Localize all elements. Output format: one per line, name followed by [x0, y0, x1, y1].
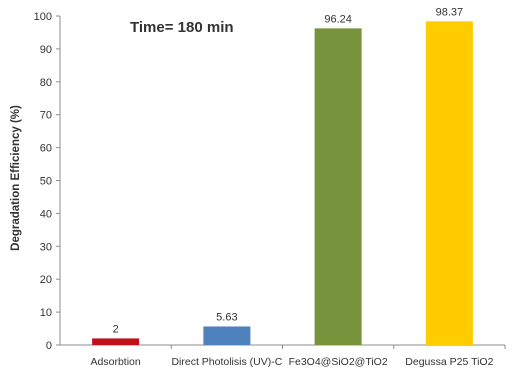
- category-label: Direct Photolisis (UV)-C: [171, 356, 282, 368]
- bar: [314, 28, 362, 346]
- y-axis-title: Degradation Efficiency (%): [10, 105, 22, 251]
- bar: [203, 326, 251, 345]
- y-tick-label: 10: [40, 307, 52, 319]
- bar: [425, 21, 473, 345]
- bar-value-label: 96.24: [324, 13, 352, 25]
- bar-value-label: 2: [113, 323, 119, 335]
- category-labels: Adsorbtion Direct Photolisis (UV)-C Fe3O4@…: [91, 345, 506, 368]
- category-label: Adsorbtion: [91, 356, 141, 368]
- bar: [92, 338, 140, 345]
- category-label: Fe3O4@SiO2@TiO2: [289, 356, 388, 368]
- data-labels: 2 5.63 96.24 98.37: [113, 6, 464, 335]
- y-tick-label: 20: [40, 274, 52, 286]
- y-tick-label: 60: [40, 143, 52, 155]
- y-tick-label: 80: [40, 77, 52, 89]
- bar-value-label: 98.37: [436, 6, 464, 18]
- y-axis-ticks: 0 10 20 30 40 50 60 70 80 90 100: [34, 11, 60, 352]
- y-tick-label: 40: [40, 208, 52, 220]
- bar-value-label: 5.63: [216, 311, 237, 323]
- time-annotation: Time= 180 min: [130, 19, 234, 36]
- category-label: Degussa P25 TiO2: [405, 356, 493, 368]
- y-tick-label: 100: [34, 11, 52, 23]
- y-tick-label: 50: [40, 176, 52, 188]
- y-tick-label: 90: [40, 44, 52, 56]
- chart-bars: [92, 21, 473, 346]
- y-tick-label: 0: [46, 340, 52, 352]
- y-tick-label: 30: [40, 241, 52, 253]
- y-tick-label: 70: [40, 110, 52, 122]
